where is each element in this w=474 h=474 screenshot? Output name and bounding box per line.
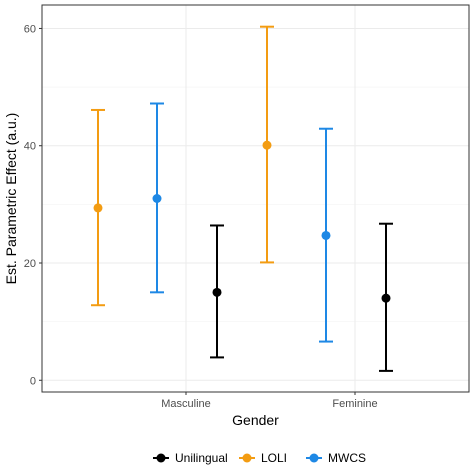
data-point	[262, 140, 272, 150]
data-point	[212, 287, 222, 297]
grid-layer	[42, 5, 469, 392]
legend-key-point	[242, 453, 252, 463]
legend-label: MWCS	[328, 451, 366, 465]
x-axis-title: Gender	[232, 412, 279, 428]
data-point	[321, 230, 331, 240]
axis-layer: 0 20 40 60 Masculine Feminine	[24, 23, 378, 410]
y-tick-label: 0	[30, 375, 36, 387]
legend-key-point	[156, 453, 166, 463]
x-tick-label: Feminine	[332, 398, 377, 410]
marks-layer	[91, 25, 393, 372]
y-tick-label: 20	[24, 258, 36, 270]
legend-label: LOLI	[261, 451, 287, 465]
x-tick-label: Masculine	[161, 398, 211, 410]
data-point	[93, 203, 103, 213]
legend: Unilingual LOLI MWCS	[153, 451, 366, 465]
y-axis-title: Est. Parametric Effect (a.u.)	[3, 113, 19, 285]
panel-border	[41, 4, 470, 393]
data-point	[381, 293, 391, 303]
y-tick-label: 40	[24, 141, 36, 153]
legend-label: Unilingual	[175, 451, 228, 465]
data-point	[152, 194, 162, 203]
y-tick-label: 60	[24, 23, 36, 35]
legend-key-point	[309, 453, 319, 463]
